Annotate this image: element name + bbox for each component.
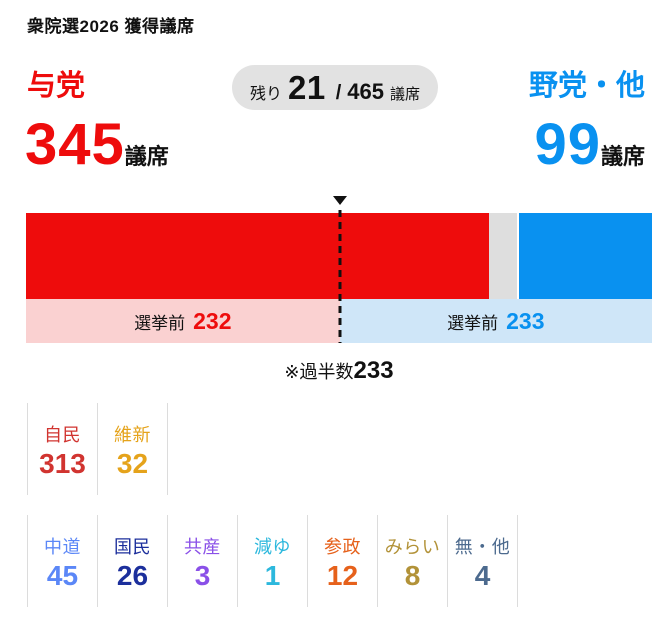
pre-election-strips: 選挙前 232 選挙前 233 — [26, 299, 652, 343]
party-name: みらい — [384, 536, 441, 557]
party-name: 維新 — [114, 424, 151, 445]
ruling-seats-value: 345 — [25, 112, 125, 177]
majority-note-prefix: ※過半数 — [284, 362, 354, 382]
party-cell-genyu: 減ゆ 1 — [237, 515, 307, 607]
remaining-prefix: 残り — [250, 85, 283, 103]
bar-segment-opposition — [517, 213, 653, 299]
party-cell-kyosan: 共産 3 — [167, 515, 237, 607]
remaining-value: 21 — [288, 68, 326, 106]
remaining-seats-pill: 残り 21 / 465 議席 — [232, 65, 439, 110]
party-seats: 12 — [326, 559, 359, 591]
remaining-unit: 議席 — [390, 85, 421, 103]
majority-note: ※過半数233 — [26, 357, 652, 385]
party-seats: 8 — [404, 559, 421, 591]
opposition-seats-unit: 議席 — [600, 144, 645, 169]
party-name: 自民 — [44, 424, 81, 445]
party-name: 減ゆ — [254, 536, 291, 557]
bar-segment-ruling — [26, 213, 489, 299]
ruling-seats-unit: 議席 — [124, 144, 169, 169]
ruling-seats: 345 議席 — [25, 116, 169, 174]
party-breakdown-row-1: 自民 313 維新 32 — [27, 403, 168, 495]
party-seats: 3 — [194, 559, 211, 591]
party-seats: 45 — [46, 559, 79, 591]
remaining-seats-text: 残り 21 / 465 議席 — [250, 69, 420, 107]
pre-election-left-label: 選挙前 — [134, 313, 186, 333]
seat-bar — [26, 213, 653, 299]
page-title: 衆院選2026 獲得議席 — [27, 17, 195, 36]
party-seats: 26 — [116, 559, 149, 591]
pre-election-ruling-strip: 選挙前 232 — [26, 299, 340, 343]
party-cell-chudo: 中道 45 — [27, 515, 97, 607]
party-seats: 1 — [264, 559, 281, 591]
party-seats: 313 — [39, 447, 86, 479]
pre-election-right-value: 233 — [506, 307, 545, 334]
pre-election-opposition-strip: 選挙前 233 — [339, 299, 652, 343]
party-cell-kokumin: 国民 26 — [97, 515, 167, 607]
remaining-separator: / — [335, 81, 342, 104]
opposition-seats-value: 99 — [534, 112, 601, 177]
party-name: 無・他 — [454, 536, 511, 557]
party-cell-jimin: 自民 313 — [27, 403, 97, 495]
party-cell-ishin: 維新 32 — [97, 403, 168, 495]
party-cell-mu-ta: 無・他 4 — [447, 515, 518, 607]
party-breakdown-row-2: 中道 45 国民 26 共産 3 減ゆ 1 参政 12 みらい 8 無・他 4 — [27, 515, 518, 607]
total-seats-value: 465 — [347, 78, 385, 104]
party-name: 共産 — [184, 536, 221, 557]
pre-election-right-label: 選挙前 — [447, 313, 499, 333]
party-seats: 4 — [474, 559, 491, 591]
party-name: 参政 — [324, 536, 361, 557]
majority-triangle-icon — [332, 196, 347, 205]
opposition-party-label: 野党・他 — [528, 70, 645, 102]
pre-election-left-value: 232 — [193, 307, 232, 334]
bar-segment-remaining — [488, 213, 518, 299]
party-name: 中道 — [44, 536, 81, 557]
party-name: 国民 — [114, 536, 151, 557]
majority-note-value: 233 — [353, 357, 394, 384]
party-seats: 32 — [116, 447, 149, 479]
ruling-party-label: 与党 — [27, 70, 86, 102]
party-cell-mirai: みらい 8 — [377, 515, 447, 607]
opposition-seats: 99 議席 — [534, 116, 645, 174]
party-cell-sansei: 参政 12 — [307, 515, 377, 607]
